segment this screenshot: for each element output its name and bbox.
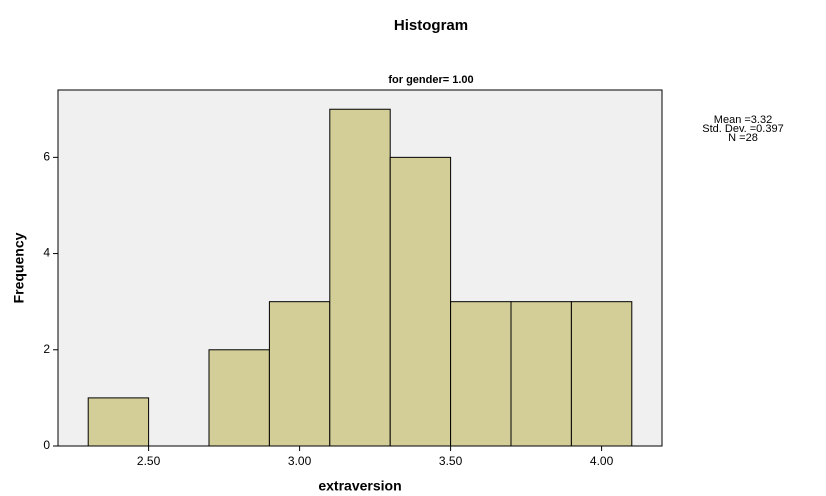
y-axis-label: Frequency — [11, 232, 27, 303]
y-tick-label: 4 — [43, 246, 50, 260]
stat-n: N =28 — [728, 132, 758, 144]
y-tick-label: 0 — [43, 438, 50, 452]
x-tick-label: 4.00 — [590, 454, 614, 468]
bar — [450, 301, 512, 447]
x-tick-label: 3.00 — [288, 454, 312, 468]
x-tick-label: 2.50 — [137, 454, 161, 468]
y-tick-label: 2 — [43, 342, 50, 356]
bar — [570, 301, 633, 447]
bar — [389, 156, 452, 447]
bar — [268, 301, 331, 447]
stat-mean: Mean =3.32 — [714, 114, 772, 126]
bar — [208, 349, 270, 447]
y-tick-label: 6 — [43, 150, 50, 164]
bar — [87, 397, 150, 447]
chart-subtitle: for gender= 1.00 — [388, 74, 473, 86]
chart-title: Histogram — [394, 17, 468, 34]
x-tick-label: 3.50 — [439, 454, 463, 468]
bar — [510, 301, 572, 447]
bar — [329, 108, 391, 447]
x-axis-label: extraversion — [318, 478, 401, 494]
stat-sd: Std. Dev. =0.397 — [702, 123, 783, 135]
